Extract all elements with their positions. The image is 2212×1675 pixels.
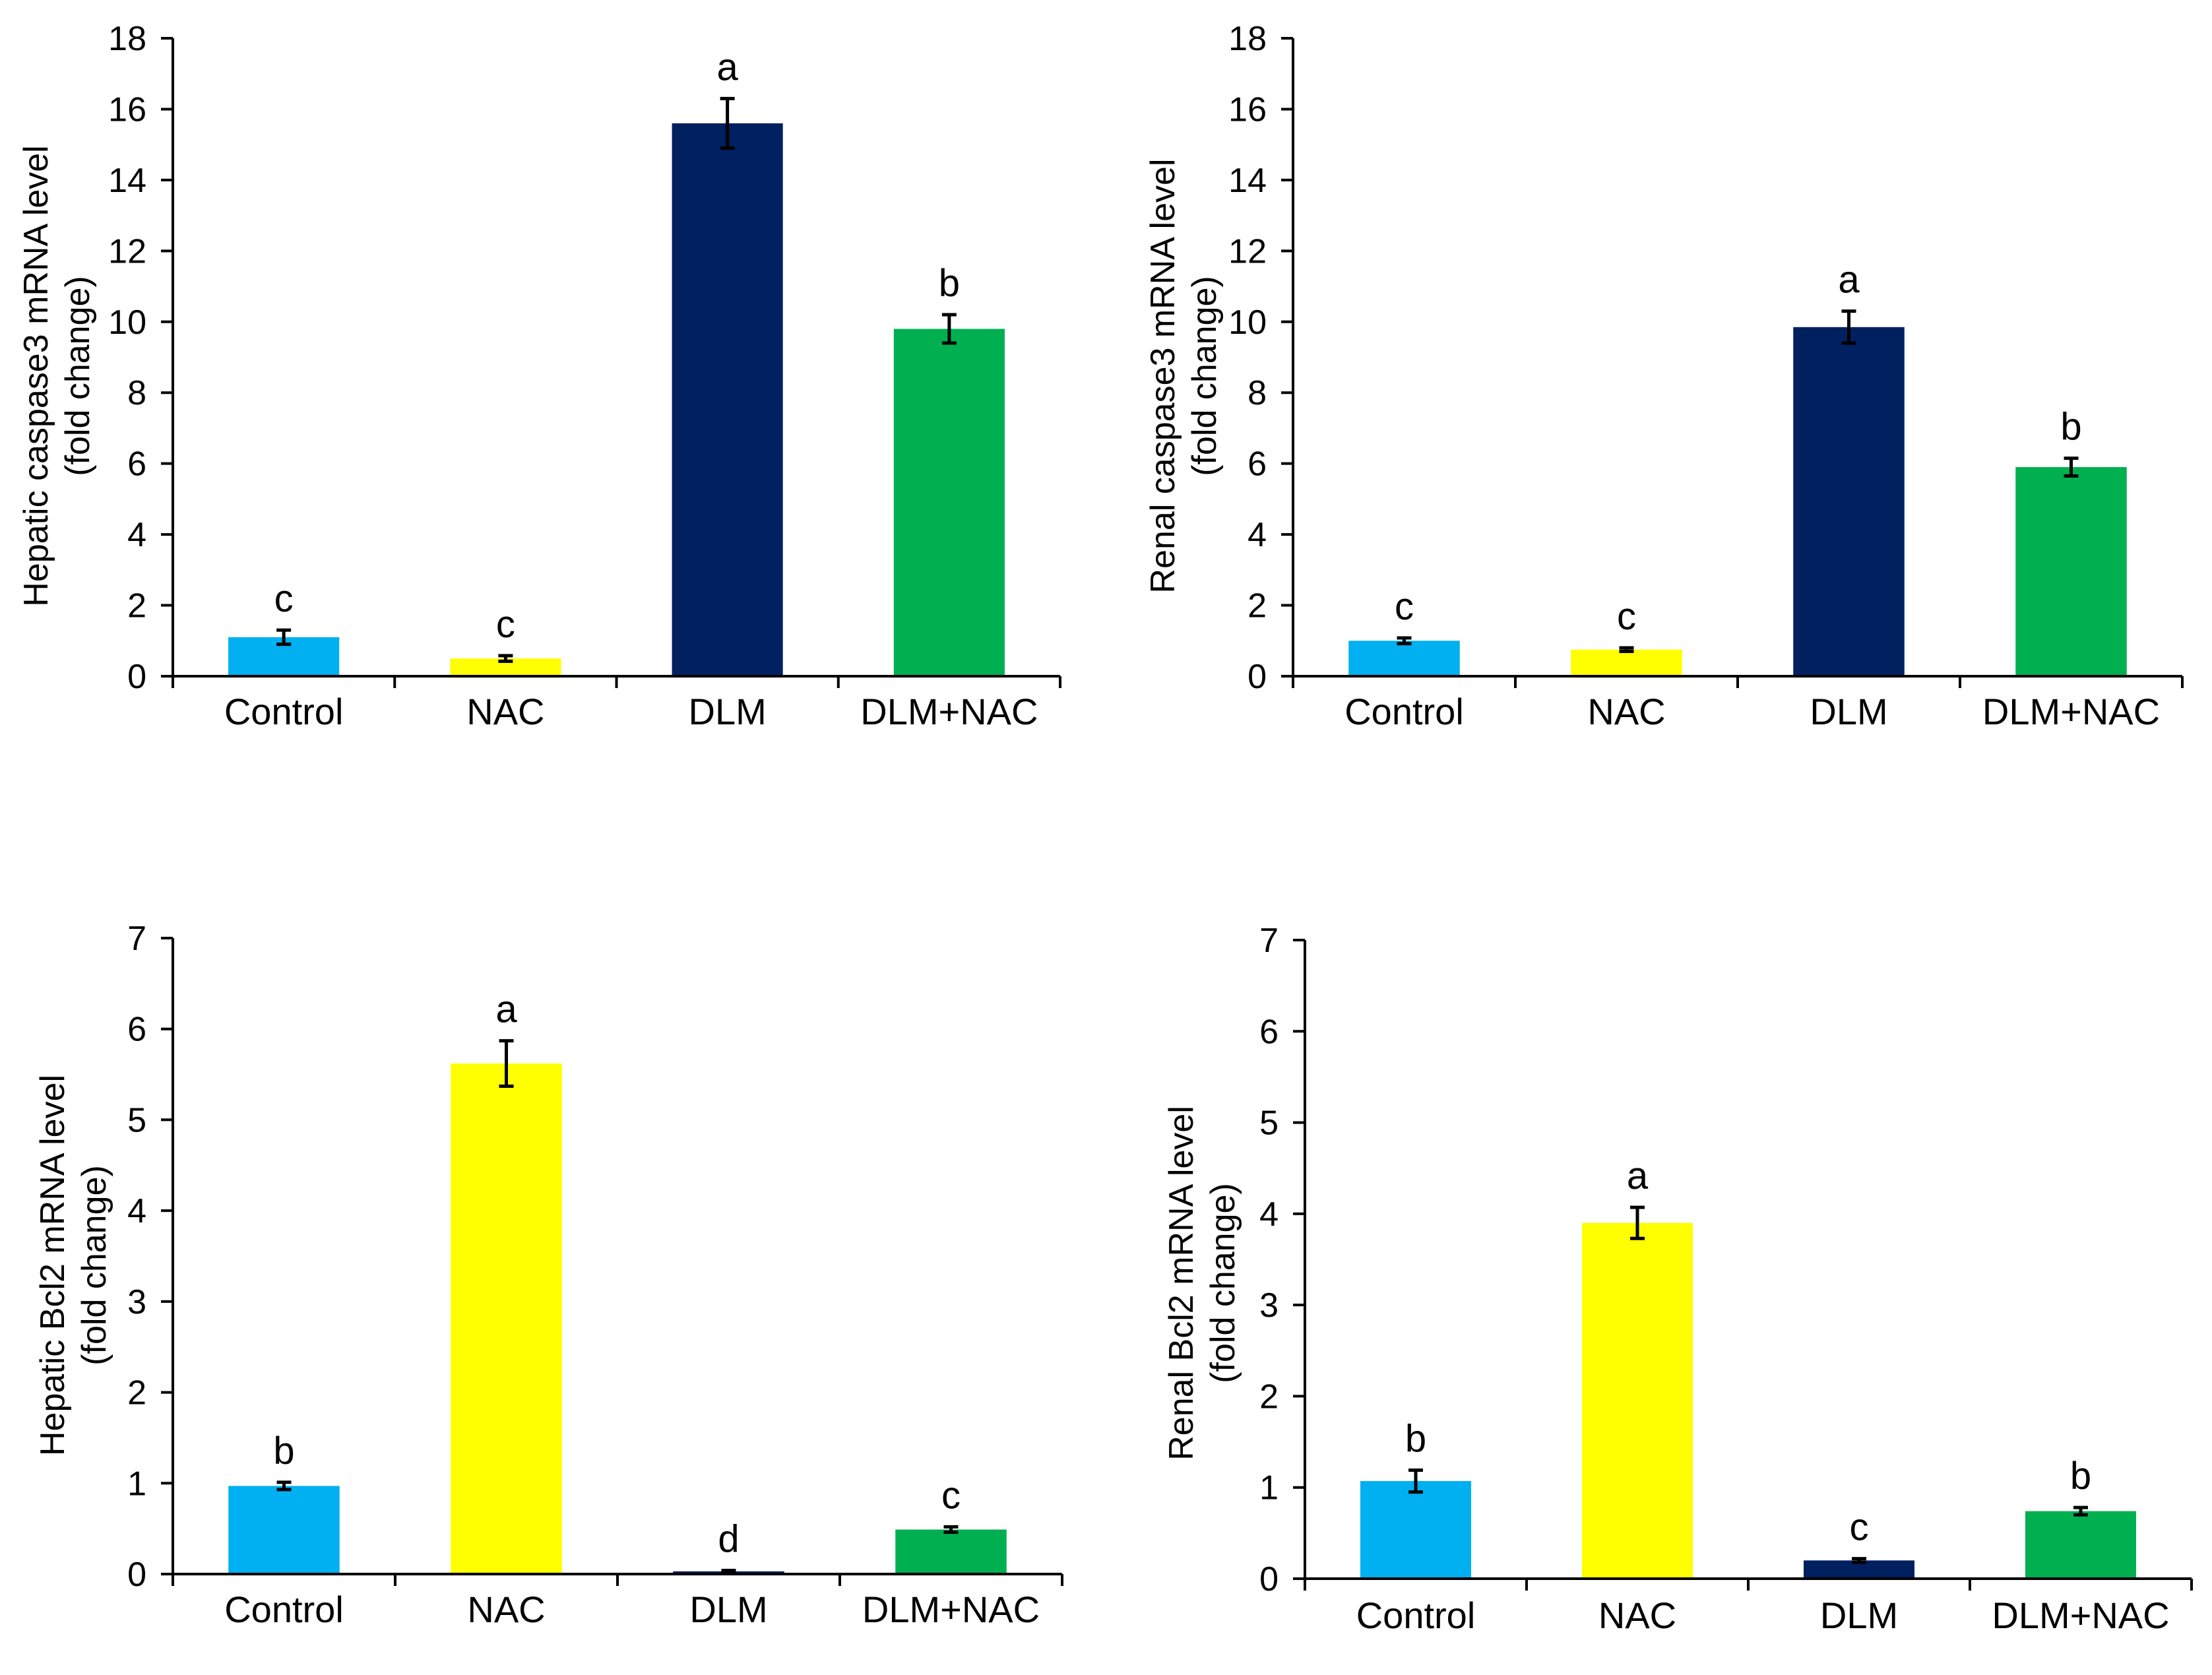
- category-label: Control: [224, 691, 344, 732]
- y-tick-label: 5: [1259, 1104, 1279, 1143]
- y-tick-label: 3: [1259, 1286, 1279, 1325]
- y-tick-label: 7: [1259, 922, 1279, 960]
- category-label: DLM+NAC: [860, 691, 1038, 732]
- significance-letter: a: [716, 46, 738, 88]
- y-tick-label: 2: [127, 1374, 146, 1412]
- y-tick-label: 12: [108, 232, 146, 270]
- y-tick-label: 16: [108, 90, 146, 129]
- y-tick-label: 2: [127, 587, 146, 625]
- y-tick-label: 1: [1259, 1469, 1279, 1507]
- category-label: Control: [1344, 691, 1464, 732]
- panel-renal-bcl2: Renal Bcl2 mRNA level (fold change) 0 1 2 3…: [1162, 922, 2193, 1636]
- bar: [672, 123, 783, 676]
- category-label: DLM+NAC: [862, 1589, 1040, 1630]
- category-label: DLM+NAC: [1982, 691, 2160, 732]
- category-label: DLM: [689, 691, 767, 732]
- y-tick-label: 18: [108, 20, 146, 58]
- y-tick-label: 6: [127, 445, 146, 484]
- y-axis-title: Renal Bcl2 mRNA level: [1162, 1106, 1201, 1461]
- significance-letter: a: [1838, 259, 1860, 301]
- significance-letter: b: [2070, 1455, 2091, 1498]
- bar: [1360, 1481, 1471, 1579]
- y-tick-label: 14: [1228, 162, 1267, 200]
- bar: [451, 1063, 562, 1574]
- y-tick-label: 0: [127, 1556, 146, 1594]
- category-label: Control: [1356, 1595, 1476, 1636]
- y-axis-subtitle: (fold change): [1204, 1183, 1242, 1383]
- y-tick-label: 4: [127, 1192, 146, 1230]
- y-tick-label: 5: [127, 1101, 146, 1139]
- bar: [1571, 649, 1682, 676]
- y-axis-title: Renal caspase3 mRNA level: [1144, 159, 1182, 594]
- y-tick-label: 8: [127, 374, 146, 412]
- significance-letter: b: [1405, 1417, 1426, 1460]
- significance-letter: b: [2060, 406, 2081, 449]
- y-axis-title: Hepatic caspase3 mRNA level: [17, 145, 55, 606]
- y-tick-label: 10: [108, 303, 146, 342]
- bar: [1793, 327, 1905, 676]
- y-tick-label: 12: [1228, 232, 1267, 270]
- significance-letter: d: [718, 1517, 739, 1560]
- category-label: NAC: [466, 691, 544, 732]
- bar: [1582, 1222, 1693, 1579]
- category-label: NAC: [1587, 691, 1665, 732]
- significance-letter: b: [939, 262, 960, 305]
- y-tick-label: 14: [108, 162, 146, 200]
- category-label: DLM+NAC: [1992, 1595, 2169, 1636]
- bar: [1348, 641, 1460, 676]
- bar: [895, 1529, 1007, 1574]
- category-label: DLM: [1820, 1595, 1898, 1636]
- panel-hepatic-caspase3: Hepatic caspase3 mRNA level (fold change…: [17, 20, 1061, 732]
- bar: [2015, 467, 2127, 676]
- bar: [2025, 1511, 2136, 1579]
- category-label: Control: [224, 1589, 344, 1630]
- category-label: DLM: [689, 1589, 767, 1630]
- y-tick-label: 0: [1259, 1560, 1279, 1598]
- significance-letter: c: [1395, 585, 1414, 628]
- y-tick-label: 6: [1248, 445, 1267, 484]
- significance-letter: c: [274, 577, 294, 620]
- y-axis-subtitle: (fold change): [1185, 276, 1224, 476]
- y-tick-label: 16: [1228, 90, 1267, 129]
- significance-letter: c: [1617, 595, 1636, 638]
- category-label: NAC: [1598, 1595, 1676, 1636]
- y-tick-label: 4: [1259, 1195, 1279, 1234]
- y-tick-label: 0: [1248, 658, 1267, 696]
- y-tick-label: 4: [127, 516, 146, 554]
- significance-letter: c: [1850, 1506, 1869, 1549]
- bar: [893, 329, 1005, 676]
- y-tick-label: 2: [1259, 1377, 1279, 1416]
- y-tick-label: 8: [1248, 374, 1267, 412]
- y-axis-subtitle: (fold change): [75, 1165, 113, 1366]
- y-tick-label: 7: [127, 920, 146, 958]
- y-tick-label: 2: [1248, 587, 1267, 625]
- category-label: DLM: [1810, 691, 1887, 732]
- panel-hepatic-bcl2: Hepatic Bcl2 mRNA level (fold change) 0 1…: [34, 920, 1063, 1630]
- y-tick-label: 4: [1248, 516, 1267, 554]
- panel-renal-caspase3: Renal caspase3 mRNA level (fold change) …: [1144, 20, 2184, 732]
- y-tick-label: 10: [1228, 303, 1267, 342]
- y-axis-subtitle: (fold change): [59, 276, 97, 476]
- category-label: NAC: [467, 1589, 545, 1630]
- bar: [228, 1486, 340, 1574]
- y-tick-label: 3: [127, 1283, 146, 1321]
- y-tick-label: 0: [127, 658, 146, 696]
- significance-letter: b: [273, 1430, 294, 1472]
- y-tick-label: 6: [1259, 1013, 1279, 1051]
- y-tick-label: 1: [127, 1465, 146, 1503]
- significance-letter: a: [495, 988, 517, 1031]
- y-axis-title: Hepatic Bcl2 mRNA level: [34, 1075, 72, 1456]
- significance-letter: c: [941, 1474, 961, 1517]
- y-tick-label: 18: [1228, 20, 1267, 58]
- significance-letter: c: [496, 603, 515, 646]
- significance-letter: a: [1627, 1154, 1649, 1197]
- y-tick-label: 6: [127, 1011, 146, 1049]
